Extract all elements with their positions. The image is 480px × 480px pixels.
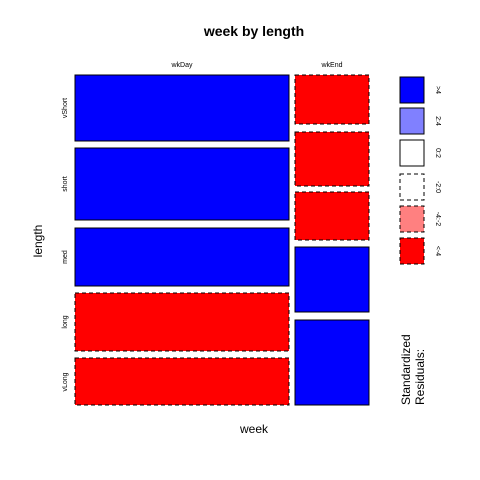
legend-title-line1: Standardized xyxy=(399,334,413,405)
tile-wkDay-long xyxy=(74,292,290,352)
row-label-vShort: vShort xyxy=(62,98,69,118)
legend-label: -2:0 xyxy=(434,181,441,193)
legend-label: 2:4 xyxy=(434,116,441,126)
legend-swatch xyxy=(399,205,425,233)
tile-wkDay-vLong xyxy=(74,357,290,406)
column-label-wkEnd: wkEnd xyxy=(320,62,342,69)
legend-title-line2: Residuals: xyxy=(413,349,427,405)
chart-title: week by length xyxy=(203,23,304,39)
mosaic-tiles xyxy=(74,74,370,406)
legend-swatch xyxy=(399,237,425,265)
legend-swatch xyxy=(399,76,425,104)
legend-label: -4:-2 xyxy=(434,212,441,227)
x-axis-label: week xyxy=(239,422,269,436)
legend-label: 0:2 xyxy=(434,148,441,158)
legend-label: <-4 xyxy=(434,246,441,256)
legend-swatch xyxy=(399,107,425,135)
tile-wkEnd-med xyxy=(294,191,370,241)
tile-wkEnd-vShort xyxy=(294,74,370,125)
legend-label: >4 xyxy=(434,86,441,94)
legend-swatch xyxy=(399,139,425,167)
tile-wkEnd-short xyxy=(294,131,370,187)
row-label-long: long xyxy=(62,315,69,328)
tile-wkDay-med xyxy=(74,227,290,287)
tile-wkEnd-long xyxy=(294,246,370,313)
tile-wkEnd-vLong xyxy=(294,319,370,406)
column-label-wkDay: wkDay xyxy=(170,62,193,69)
legend-swatch xyxy=(399,173,425,201)
column-labels: wkDay wkEnd xyxy=(170,62,342,69)
row-labels: vShort short med long vLong xyxy=(62,98,69,392)
tile-wkDay-vShort xyxy=(74,74,290,142)
row-label-med: med xyxy=(62,250,69,264)
row-label-vLong: vLong xyxy=(62,372,69,391)
y-axis-label: length xyxy=(31,225,45,258)
row-label-short: short xyxy=(62,176,69,192)
residuals-legend: >4 2:4 0:2 -2:0 -4:-2 <-4 xyxy=(399,76,441,265)
tile-wkDay-short xyxy=(74,147,290,221)
